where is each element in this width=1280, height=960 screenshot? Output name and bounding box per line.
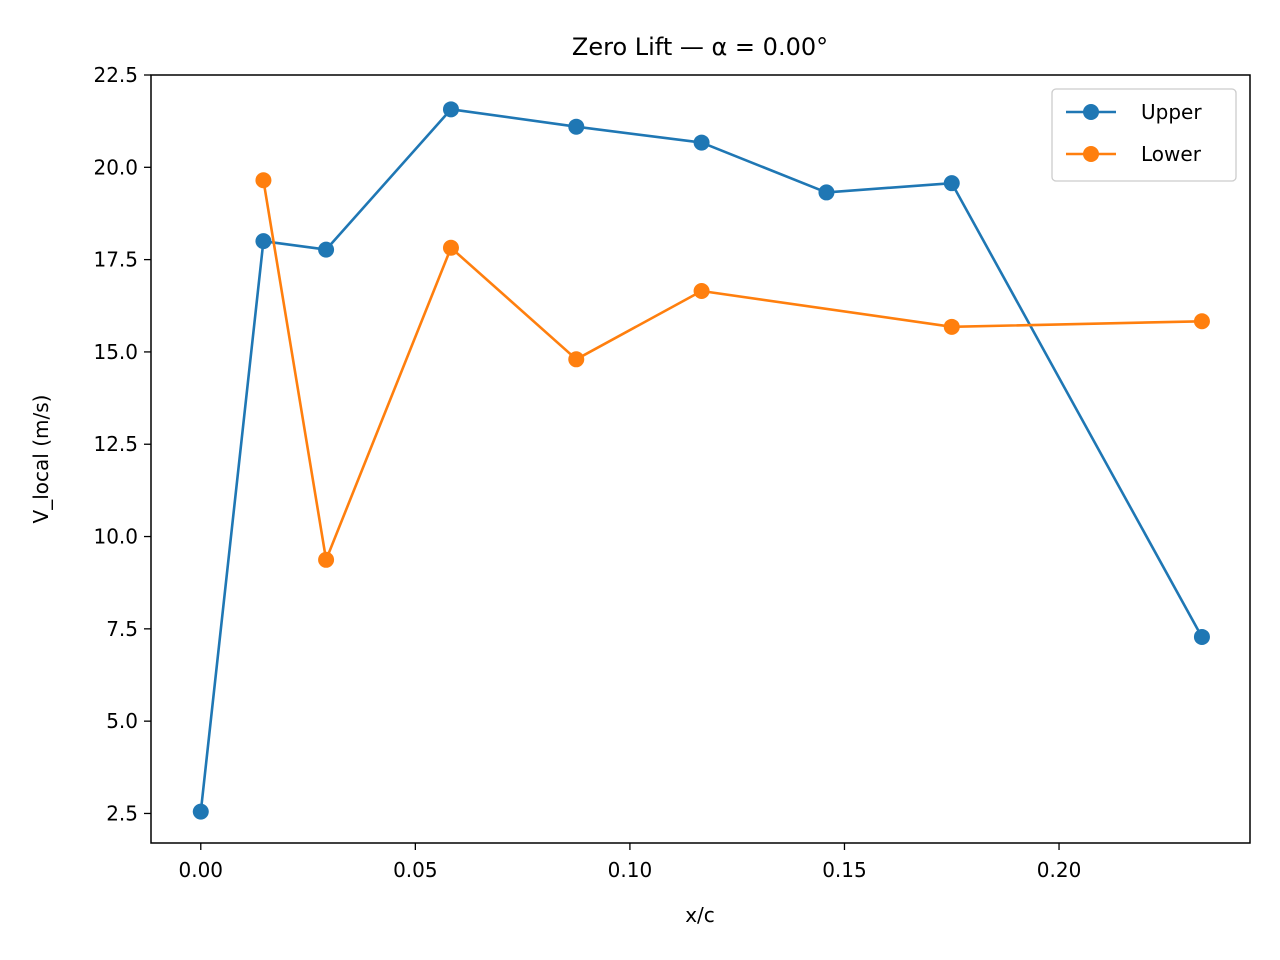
data-point [818,184,835,201]
series-lower [255,172,1210,568]
series-upper [192,101,1210,820]
y-tick-label: 15.0 [93,340,138,364]
data-point [318,241,335,258]
data-point [568,118,585,135]
data-point [943,318,960,335]
data-point [568,351,585,368]
x-tick-label: 0.05 [393,858,438,882]
legend-swatch-marker [1083,146,1099,162]
data-point [1193,628,1210,645]
plot-area [151,75,1250,843]
legend-swatch-marker [1083,104,1099,120]
series-layer [192,101,1210,820]
x-axis: 0.00 0.05 0.10 0.15 0.20 [179,843,1082,882]
legend: Upper Lower [1051,88,1237,182]
x-tick-label: 0.15 [822,858,867,882]
data-point [192,803,209,820]
data-point [442,239,459,256]
data-point [255,233,272,250]
y-tick-label: 10.0 [93,525,138,549]
x-axis-label: x/c [685,903,715,927]
y-tick-label: 20.0 [93,155,138,179]
data-point [318,551,335,568]
y-tick-label: 22.5 [93,63,138,87]
legend-label: Upper [1141,100,1202,124]
x-tick-label: 0.10 [608,858,653,882]
x-tick-label: 0.00 [179,858,224,882]
y-tick-label: 2.5 [106,801,138,825]
data-point [693,134,710,151]
data-point [442,101,459,118]
data-point [943,175,960,192]
data-point [693,283,710,299]
data-point [255,172,272,189]
y-tick-label: 5.0 [106,709,138,733]
y-axis: 2.5 5.0 7.5 10.0 12.5 15.0 17.5 20.0 22.5 [93,63,151,825]
plot-border [150,74,1251,844]
legend-label: Lower [1141,142,1202,166]
y-tick-label: 7.5 [106,617,138,641]
chart-title: Zero Lift — α = 0.00° [572,33,828,61]
y-axis-label: V_local (m/s) [29,395,53,524]
y-tick-label: 12.5 [93,432,138,456]
data-point [1193,313,1210,330]
y-tick-label: 17.5 [93,248,138,272]
x-tick-label: 0.20 [1037,858,1082,882]
